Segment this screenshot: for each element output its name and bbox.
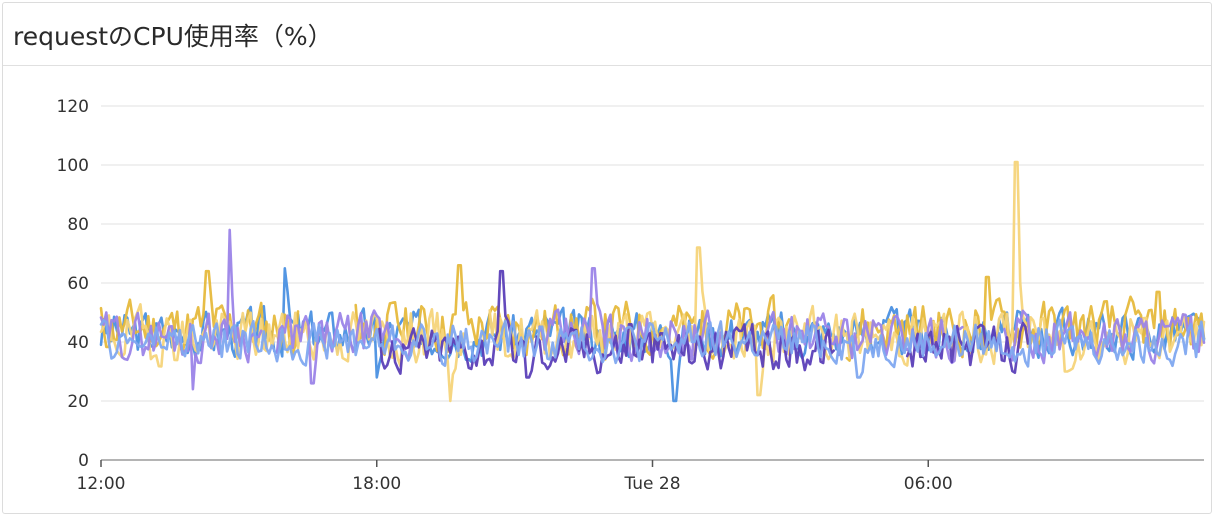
panel-header: requestのCPU使用率（%）: [3, 3, 1211, 66]
x-tick-label: 18:00: [352, 474, 401, 494]
x-tick-label: Tue 28: [623, 474, 680, 494]
y-tick-label: 80: [67, 215, 89, 235]
panel-title: requestのCPU使用率（%）: [13, 22, 333, 51]
x-tick-label: 12:00: [77, 474, 126, 494]
x-tick-label: 06:00: [904, 474, 953, 494]
y-tick-label: 40: [67, 333, 89, 353]
y-tick-label: 20: [67, 392, 89, 412]
y-tick-label: 120: [57, 97, 89, 117]
y-tick-label: 60: [67, 274, 89, 294]
y-tick-label: 0: [78, 451, 89, 471]
series-line-3[interactable]: [99, 160, 1206, 403]
series-line-6[interactable]: [99, 318, 1206, 379]
y-tick-label: 100: [57, 156, 89, 176]
series-line-4[interactable]: [99, 228, 1206, 391]
